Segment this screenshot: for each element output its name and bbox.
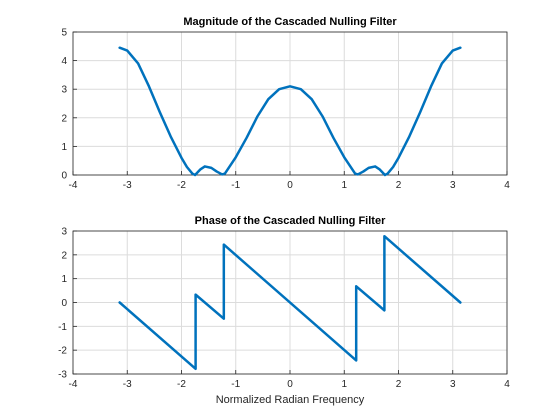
magnitude-y-tick-label: 1 xyxy=(61,142,67,153)
magnitude-axes: -4 -3 -2 -1 0 1 2 3 4 0 1 2 3 4 5 Magnitude of the Cas… xyxy=(61,16,510,191)
magnitude-chart-title: Magnitude of the Cascaded Nulling Filter xyxy=(183,16,397,28)
phase-x-tick-label: 4 xyxy=(504,379,510,390)
phase-x-tick-label: -4 xyxy=(69,379,78,390)
magnitude-series-line xyxy=(118,46,462,177)
magnitude-x-tick-label: -2 xyxy=(177,180,186,191)
magnitude-y-tick-label: 5 xyxy=(61,28,67,39)
phase-x-tick-label: 2 xyxy=(396,379,402,390)
phase-chart-title: Phase of the Cascaded Nulling Filter xyxy=(195,215,386,227)
magnitude-y-tick-label: 0 xyxy=(61,171,67,182)
phase-y-tick-label: 0 xyxy=(61,298,67,309)
phase-x-tick-label: -3 xyxy=(123,379,132,390)
magnitude-x-tick-label: 0 xyxy=(287,180,293,191)
magnitude-ticks: -4 -3 -2 -1 0 1 2 3 4 0 1 2 3 4 5 xyxy=(61,28,510,192)
phase-y-tick-label: -3 xyxy=(58,370,67,381)
phase-x-tick-label: -1 xyxy=(231,379,240,390)
phase-x-axis-label: Normalized Radian Frequency xyxy=(216,394,365,406)
phase-y-tick-label: -2 xyxy=(58,346,67,357)
phase-y-tick-label: -1 xyxy=(58,322,67,333)
magnitude-x-tick-label: 4 xyxy=(504,180,510,191)
magnitude-x-tick-label: -4 xyxy=(69,180,78,191)
phase-x-tick-label: 1 xyxy=(341,379,347,390)
phase-x-tick-label: 0 xyxy=(287,379,293,390)
phase-x-tick-label: 3 xyxy=(450,379,456,390)
phase-x-tick-label: -2 xyxy=(177,379,186,390)
magnitude-grid xyxy=(72,31,508,176)
magnitude-y-tick-label: 2 xyxy=(61,113,67,124)
magnitude-x-tick-label: 1 xyxy=(341,180,347,191)
magnitude-x-tick-label: -1 xyxy=(231,180,240,191)
magnitude-y-tick-label: 4 xyxy=(61,56,67,67)
phase-y-tick-label: 3 xyxy=(61,227,67,238)
phase-y-tick-label: 1 xyxy=(61,274,67,285)
magnitude-x-tick-label: 3 xyxy=(450,180,456,191)
phase-y-tick-label: 2 xyxy=(61,250,67,261)
magnitude-x-tick-label: 2 xyxy=(396,180,402,191)
magnitude-y-tick-label: 3 xyxy=(61,85,67,96)
phase-series-line xyxy=(118,234,462,371)
magnitude-x-tick-label: -3 xyxy=(123,180,132,191)
